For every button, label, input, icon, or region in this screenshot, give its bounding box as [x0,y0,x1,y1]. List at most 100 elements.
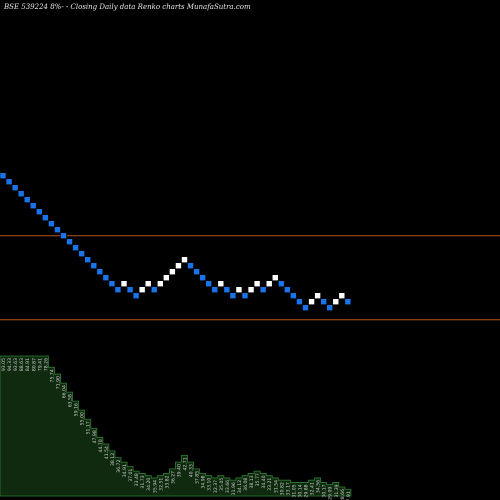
volume-label: 80.87 [31,358,37,371]
renko-brick-down [223,286,231,294]
renko-brick-down [11,184,19,191]
renko-brick-down [72,244,79,251]
volume-area [0,355,352,497]
volume-label: 75.74 [49,369,55,382]
volume-label: 37.01 [128,469,134,482]
volume-label: 32.51 [158,478,164,491]
volume-label: 39.40 [176,464,182,477]
volume-label: 34.98 [201,475,207,488]
volume-label: 59.16 [74,403,80,416]
volume-label: 33.82 [164,475,170,488]
volume-label: 30.17 [322,484,328,497]
renko-brick-up [157,280,164,288]
renko-brick-down [326,304,334,312]
renko-brick-up [144,280,152,288]
volume-label: 32.37 [213,480,219,493]
renko-brick-up [247,286,255,294]
reference-lines-layer [0,235,500,321]
renko-brick-up [271,274,279,282]
volume-label: 37.85 [195,471,201,484]
renko-brick-down [132,292,140,300]
volume-label: 28.66 [340,489,346,500]
renko-brick-up [253,280,261,288]
renko-brick-up [332,298,340,306]
volume-label: 27.91 [346,491,352,500]
renko-brick-down [60,232,67,239]
renko-brick-down [23,196,31,203]
volume-labels-layer: 93.05 94.33 93.63 88.63 84.91 80.87 79.41 78.26… [1,358,352,500]
renko-brick-down [17,190,25,197]
volume-label: 36.72 [116,460,122,473]
renko-brick-up [265,280,273,288]
volume-label: 84.91 [25,358,31,371]
volume-label: 38.12 [110,453,116,466]
renko-brick-down [84,256,91,264]
renko-brick-down [320,298,327,306]
renko-brick-up [314,292,321,300]
renko-brick-down [126,286,134,294]
volume-label: 32.41 [310,482,316,495]
renko-brick-up [175,262,182,270]
renko-brick-down [78,250,85,257]
renko-brick-down [0,172,7,179]
volume-label: 29.09 [328,487,334,500]
renko-brick-up [308,298,315,306]
volume-label: 30.14 [297,484,303,497]
volume-label: 33.21 [267,478,273,491]
volume-label: 63.58 [68,394,74,407]
renko-brick-down [102,274,110,282]
volume-label: 33.17 [285,482,291,495]
renko-brick-down [241,292,249,300]
volume-label: 55.00 [80,412,86,425]
renko-brick-down [193,268,200,276]
renko-brick-down [5,178,13,185]
renko-brick-down [229,292,237,300]
renko-brick-up [169,268,176,276]
volume-label: 38.13 [249,475,255,488]
renko-brick-down [150,286,158,294]
volume-label: 34.12 [237,480,243,493]
volume-label: 42.71 [183,457,189,470]
renko-brick-down [290,292,297,300]
renko-brick-down [211,286,219,294]
renko-bricks-layer [0,172,352,312]
renko-brick-down [284,286,291,294]
volume-label: 71.90 [55,376,61,389]
renko-brick-down [259,286,267,294]
renko-brick-down [344,298,352,306]
renko-brick-down [35,208,43,215]
volume-label: 93.05 [1,358,7,371]
volume-label: 93.63 [13,358,19,371]
volume-label: 66.04 [62,385,68,398]
volume-label: 31.05 [291,484,297,497]
volume-label: 40.33 [189,464,195,477]
renko-brick-down [90,262,98,270]
volume-label: 41.54 [104,446,110,459]
renko-brick-down [66,238,73,245]
volume-area-layer [0,355,352,497]
renko-brick-down [199,274,206,282]
volume-label: 34.91 [122,464,128,477]
renko-brick-up [163,274,170,282]
renko-brick-down [205,280,212,288]
renko-brick-up [120,280,128,288]
renko-brick-down [108,280,116,288]
renko-brick-down [302,304,309,312]
volume-label: 34.40 [261,475,267,488]
volume-label: 47.98 [92,430,98,443]
renko-brick-up [338,292,346,300]
volume-label: 35.77 [255,473,261,486]
volume-label: 31.73 [140,475,146,488]
chart-title: BSE 539224 8%- - Closing Daily data Renk… [4,3,251,11]
volume-label: 33.48 [134,473,140,486]
volume-label: 79.41 [37,358,43,371]
volume-label: 36.27 [170,471,176,484]
renko-brick-down [42,214,49,221]
renko-brick-down [96,268,104,276]
volume-label: 33.66 [225,480,231,493]
volume-label: 33.10 [207,478,213,491]
renko-brick-down [296,298,303,306]
volume-label: 34.56 [316,480,322,493]
renko-brick-down [114,286,122,294]
